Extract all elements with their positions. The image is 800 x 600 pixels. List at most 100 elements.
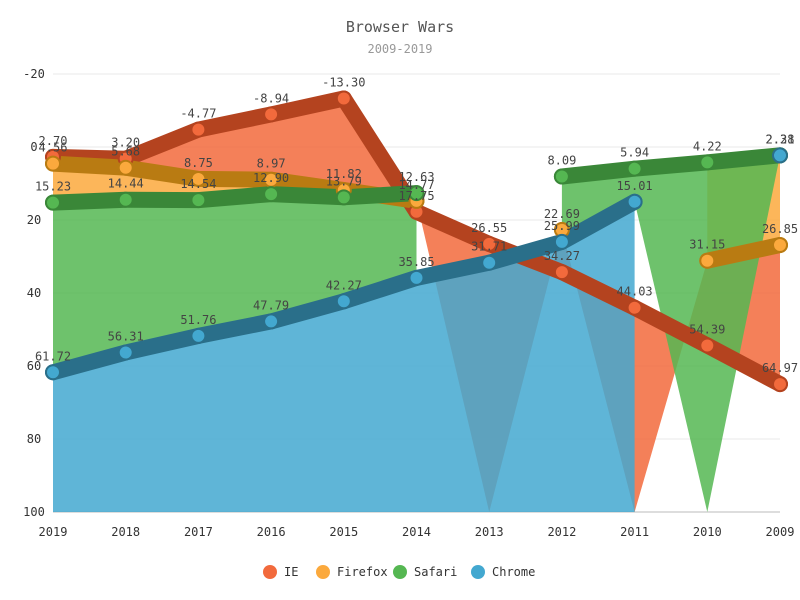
data-label: 42.27 bbox=[326, 278, 362, 292]
point-safari[interactable] bbox=[117, 191, 134, 208]
data-label: 26.55 bbox=[471, 221, 507, 235]
data-label: 2.70 bbox=[39, 134, 68, 148]
point-chrome[interactable] bbox=[117, 344, 134, 361]
legend[interactable]: IE Firefox Safari Chrome bbox=[263, 565, 535, 579]
point-ie[interactable] bbox=[190, 121, 207, 138]
y-tick-label: 60 bbox=[27, 359, 41, 373]
data-label: 61.72 bbox=[35, 349, 71, 363]
data-label: 11.82 bbox=[326, 167, 362, 181]
y-tick-label: 0 bbox=[30, 140, 37, 154]
data-points[interactable] bbox=[45, 90, 788, 393]
data-label: 2.28 bbox=[766, 132, 795, 146]
x-tick-label: 2016 bbox=[257, 525, 286, 539]
axis-labels: -20 0 20 40 60 80 100 2019 2018 2017 2016 2015 2014 2… bbox=[23, 67, 794, 539]
y-tick-label: 80 bbox=[27, 432, 41, 446]
data-label: 22.69 bbox=[544, 207, 580, 221]
data-label: 4.22 bbox=[693, 139, 722, 153]
data-label: 26.85 bbox=[762, 222, 798, 236]
x-tick-label: 2010 bbox=[693, 525, 722, 539]
point-ie[interactable] bbox=[481, 235, 498, 252]
data-labels: 2.70 3.20 -4.77 -8.94 -13.30 17.75 26.55 34.27 4… bbox=[35, 75, 798, 375]
legend-item-chrome[interactable]: Chrome bbox=[471, 565, 535, 579]
legend-marker bbox=[393, 565, 407, 579]
point-safari[interactable] bbox=[699, 154, 716, 171]
point-safari[interactable] bbox=[553, 168, 570, 185]
point-ie[interactable] bbox=[699, 337, 716, 354]
point-ie[interactable] bbox=[772, 376, 788, 393]
data-label: 14.44 bbox=[108, 177, 144, 191]
x-tick-label: 2017 bbox=[184, 525, 213, 539]
x-tick-label: 2015 bbox=[329, 525, 358, 539]
point-ie[interactable] bbox=[263, 106, 280, 123]
x-tick-label: 2014 bbox=[402, 525, 431, 539]
point-safari[interactable] bbox=[626, 160, 643, 177]
data-label: 56.31 bbox=[108, 330, 144, 344]
line-safari bbox=[45, 185, 425, 211]
data-label: 15.23 bbox=[35, 180, 71, 194]
y-tick-label: 100 bbox=[23, 505, 45, 519]
point-chrome[interactable] bbox=[45, 364, 61, 381]
point-firefox[interactable] bbox=[699, 252, 716, 269]
y-tick-label: 20 bbox=[27, 213, 41, 227]
data-label: 3.20 bbox=[111, 136, 140, 150]
point-chrome[interactable] bbox=[408, 269, 425, 286]
data-label: 35.85 bbox=[398, 255, 434, 269]
data-label: 54.39 bbox=[689, 323, 725, 337]
chart-subtitle: 2009-2019 bbox=[367, 42, 432, 56]
legend-label: Chrome bbox=[492, 565, 535, 579]
point-ie[interactable] bbox=[626, 299, 643, 316]
point-safari[interactable] bbox=[263, 186, 280, 203]
point-firefox[interactable] bbox=[772, 237, 788, 254]
data-label: 12.90 bbox=[253, 171, 289, 185]
data-label: 4.56 bbox=[39, 141, 68, 155]
point-safari[interactable] bbox=[45, 194, 61, 211]
point-chrome[interactable] bbox=[772, 147, 788, 164]
legend-item-firefox[interactable]: Firefox bbox=[316, 565, 388, 579]
legend-label: IE bbox=[284, 565, 298, 579]
series-lines bbox=[45, 90, 788, 393]
data-label: 5.94 bbox=[620, 146, 649, 160]
data-label: 8.97 bbox=[257, 157, 286, 171]
x-tick-label: 2009 bbox=[766, 525, 795, 539]
data-label: 8.75 bbox=[184, 156, 213, 170]
point-chrome[interactable] bbox=[335, 293, 352, 310]
point-chrome[interactable] bbox=[481, 254, 498, 271]
data-label: 44.03 bbox=[617, 285, 653, 299]
legend-item-ie[interactable]: IE bbox=[263, 565, 298, 579]
data-label: 2.31 bbox=[766, 132, 795, 146]
data-label: 15.01 bbox=[617, 179, 653, 193]
point-chrome[interactable] bbox=[626, 193, 643, 210]
legend-label: Safari bbox=[414, 565, 457, 579]
data-label: 8.09 bbox=[547, 154, 576, 168]
point-ie[interactable] bbox=[553, 264, 570, 281]
data-label: 13.79 bbox=[326, 174, 362, 188]
point-ie[interactable] bbox=[335, 90, 352, 107]
legend-item-safari[interactable]: Safari bbox=[393, 565, 457, 579]
y-tick-label: -20 bbox=[23, 67, 45, 81]
point-firefox[interactable] bbox=[190, 170, 207, 187]
data-label: 31.15 bbox=[689, 238, 725, 252]
data-label: -13.30 bbox=[322, 75, 365, 89]
y-tick-label: 40 bbox=[27, 286, 41, 300]
data-label: -8.94 bbox=[253, 91, 289, 105]
line-firefox bbox=[699, 237, 788, 269]
data-label: 34.27 bbox=[544, 249, 580, 263]
point-safari[interactable] bbox=[190, 192, 207, 209]
point-firefox[interactable] bbox=[45, 155, 61, 172]
point-chrome[interactable] bbox=[263, 313, 280, 330]
legend-label: Firefox bbox=[337, 565, 388, 579]
point-chrome[interactable] bbox=[553, 233, 570, 250]
point-firefox[interactable] bbox=[117, 159, 134, 176]
data-label: -4.77 bbox=[180, 107, 216, 121]
data-label: 14.54 bbox=[180, 177, 216, 191]
point-safari[interactable] bbox=[335, 189, 352, 206]
chart-title: Browser Wars bbox=[346, 18, 454, 36]
area-safari bbox=[53, 193, 417, 373]
data-label: 64.97 bbox=[762, 361, 798, 375]
point-chrome[interactable] bbox=[190, 327, 207, 344]
point-safari[interactable] bbox=[408, 185, 425, 202]
data-label: 25.99 bbox=[544, 219, 580, 233]
legend-marker bbox=[316, 565, 330, 579]
data-label: 17.75 bbox=[398, 189, 434, 203]
